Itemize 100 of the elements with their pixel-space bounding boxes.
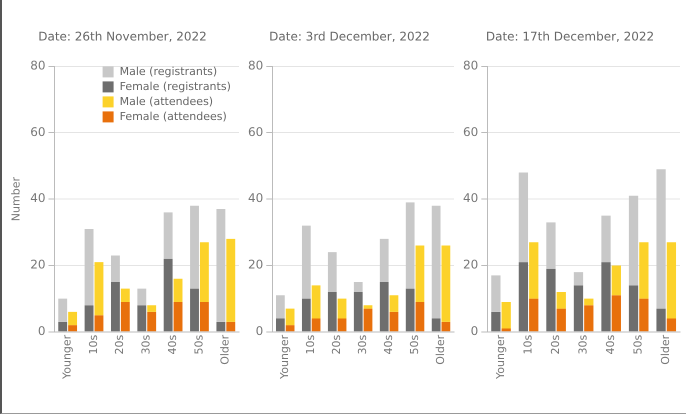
bar — [364, 308, 372, 332]
bar — [628, 285, 638, 332]
x-tick-label: Older — [659, 334, 672, 365]
y-tick-label: 80 — [462, 58, 478, 73]
bar — [302, 298, 311, 332]
x-tick-label: Younger — [278, 334, 292, 380]
bar — [110, 282, 120, 332]
x-tick-label: 10s — [304, 334, 318, 355]
x-tick-label: 50s — [192, 334, 206, 355]
bar — [656, 169, 666, 309]
x-tick-label: Older — [434, 334, 447, 365]
bar — [94, 262, 104, 316]
y-tick-label: 20 — [462, 258, 478, 272]
bar — [94, 315, 104, 332]
bar — [174, 278, 182, 302]
chart-title: Date: 3rd December, 2022 — [269, 29, 430, 44]
y-tick-label: 80 — [30, 58, 46, 73]
bar — [226, 322, 236, 332]
bar — [406, 288, 415, 332]
x-tick-label: 30s — [356, 334, 369, 355]
bar — [110, 255, 120, 282]
bar — [491, 312, 501, 332]
bar — [354, 282, 363, 292]
bar — [529, 298, 538, 332]
x-tick-label: 50s — [408, 334, 421, 355]
bar — [666, 242, 676, 319]
bar — [226, 238, 236, 322]
bar — [338, 318, 346, 332]
legend-label: Female (attendees) — [120, 110, 227, 123]
bar — [601, 262, 611, 332]
legend-label: Male (attendees) — [120, 94, 214, 108]
bar — [612, 295, 621, 332]
chart-title: Date: 17th December, 2022 — [486, 29, 654, 44]
x-tick-label: 30s — [576, 334, 590, 355]
bar — [416, 246, 424, 302]
y-tick-label: 40 — [30, 191, 46, 206]
bar — [556, 292, 566, 309]
x-tick-label: 10s — [521, 334, 534, 355]
bar — [666, 318, 676, 332]
bar — [276, 295, 285, 319]
bar — [390, 312, 398, 332]
x-tick-label: 20s — [330, 334, 344, 355]
bar — [574, 285, 584, 332]
bar — [338, 298, 346, 319]
bar — [656, 308, 666, 332]
bar — [380, 282, 389, 332]
bar — [416, 302, 424, 332]
bar — [137, 305, 146, 332]
bar — [628, 196, 638, 286]
y-tick-label: 0 — [470, 324, 478, 338]
bar — [68, 325, 78, 332]
bar — [546, 268, 556, 332]
bar — [390, 295, 398, 312]
bar — [312, 318, 320, 332]
bar — [491, 275, 501, 312]
bar — [502, 328, 511, 332]
bar — [137, 288, 146, 306]
bar — [174, 302, 182, 332]
bar — [120, 302, 130, 332]
bar — [84, 228, 94, 306]
x-tick-label: 20s — [548, 334, 562, 355]
bar — [58, 322, 68, 332]
bar — [286, 325, 294, 332]
bar — [432, 206, 441, 319]
y-tick-label: 60 — [462, 124, 478, 139]
bar — [200, 302, 209, 332]
bar — [546, 222, 556, 269]
y-axis-title: Number — [9, 176, 22, 222]
bar — [84, 305, 94, 332]
bar — [612, 265, 621, 296]
y-tick-label: 0 — [256, 324, 264, 338]
bar — [302, 226, 311, 299]
bar — [68, 312, 78, 326]
y-tick-label: 80 — [248, 58, 264, 73]
bar — [432, 318, 441, 332]
bar — [164, 212, 173, 259]
bar — [328, 252, 337, 292]
x-tick-label: Younger — [60, 334, 74, 380]
bar — [406, 202, 415, 289]
bar — [584, 298, 594, 306]
bar — [442, 322, 450, 332]
bar — [200, 242, 209, 302]
x-tick-label: Older — [218, 334, 232, 365]
bar — [502, 302, 511, 328]
bar — [584, 305, 594, 332]
y-tick-label: 40 — [462, 191, 478, 206]
x-tick-label: 40s — [382, 334, 395, 355]
bar — [518, 262, 528, 332]
y-tick-label: 60 — [248, 124, 264, 139]
chart-title: Date: 26th November, 2022 — [38, 29, 207, 44]
y-tick-label: 20 — [30, 258, 46, 272]
y-tick-label: 0 — [38, 324, 46, 338]
x-tick-label: 40s — [166, 334, 179, 355]
x-tick-label: 40s — [604, 334, 618, 355]
y-tick-label: 40 — [248, 191, 264, 206]
bar — [354, 292, 363, 332]
bar — [58, 298, 68, 322]
bar — [601, 216, 611, 262]
bar — [147, 305, 156, 312]
x-tick-label: 20s — [113, 334, 126, 355]
